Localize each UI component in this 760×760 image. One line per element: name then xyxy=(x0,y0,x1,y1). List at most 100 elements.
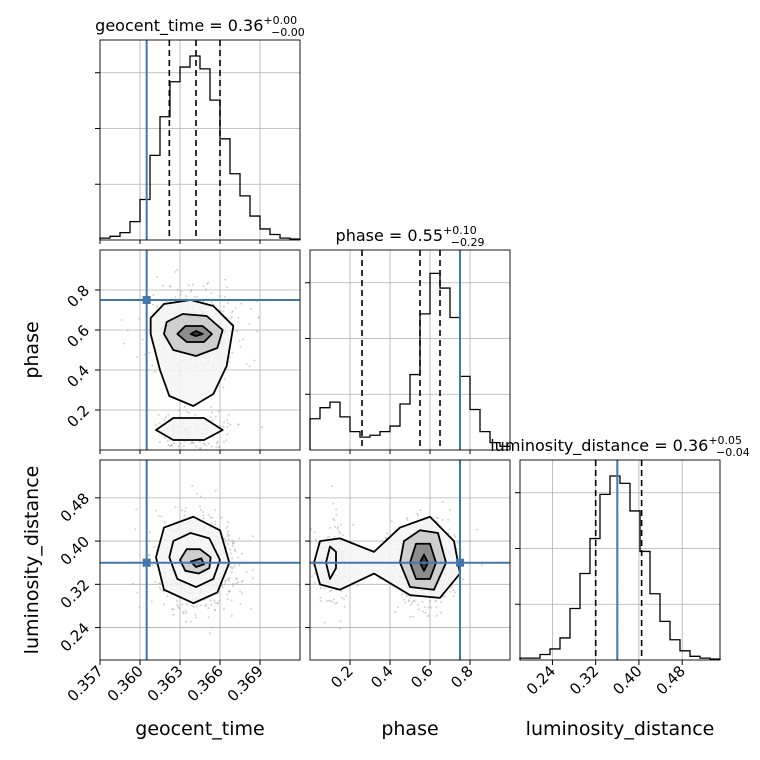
sample-point-luminosity_distance_vs_phase-699 xyxy=(397,606,400,609)
sample-point-luminosity_distance_vs_geocent_time-296 xyxy=(199,604,202,607)
sample-point-luminosity_distance_vs_geocent_time-164 xyxy=(153,545,156,548)
sample-point-phase_vs_geocent_time-334 xyxy=(173,442,176,445)
sample-point-luminosity_distance_vs_geocent_time-663 xyxy=(234,550,237,553)
sample-point-phase_vs_geocent_time-633 xyxy=(231,310,234,313)
xtick-label-phase-1: 0.4 xyxy=(367,662,397,692)
sample-point-luminosity_distance_vs_phase-574 xyxy=(404,601,407,604)
sample-point-luminosity_distance_vs_geocent_time-319 xyxy=(223,583,226,586)
xtick-label-phase-0: 0.2 xyxy=(327,662,357,692)
sample-point-luminosity_distance_vs_phase-121 xyxy=(421,600,424,603)
sample-point-phase_vs_geocent_time-181 xyxy=(236,329,239,332)
sample-point-luminosity_distance_vs_geocent_time-290 xyxy=(214,509,217,512)
sample-point-phase_vs_geocent_time-8 xyxy=(196,295,199,298)
panel-frame-luminosity_distance_vs_geocent_time xyxy=(99,459,301,661)
sample-point-luminosity_distance_vs_geocent_time-496 xyxy=(191,484,194,487)
sample-point-luminosity_distance_vs_phase-421 xyxy=(343,597,346,600)
sample-point-luminosity_distance_vs_geocent_time-649 xyxy=(216,602,219,605)
sample-point-luminosity_distance_vs_geocent_time-90 xyxy=(237,581,240,584)
density-group-luminosity_distance_vs_geocent_time xyxy=(131,484,255,635)
sample-point-luminosity_distance_vs_geocent_time-524 xyxy=(231,542,234,545)
sample-point-luminosity_distance_vs_geocent_time-244 xyxy=(174,506,177,509)
sample-point-phase_vs_geocent_time-261 xyxy=(155,424,158,427)
sample-point-phase_vs_geocent_time-453 xyxy=(191,441,194,444)
sample-point-luminosity_distance_vs_phase-669 xyxy=(416,514,419,517)
sample-point-phase_vs_geocent_time-646 xyxy=(210,292,213,295)
text-layer: geocent_time = 0.36+0.00 −0.00 phase = 0.5… xyxy=(21,14,750,740)
sample-point-luminosity_distance_vs_geocent_time-605 xyxy=(252,577,255,580)
sample-point-luminosity_distance_vs_geocent_time-357 xyxy=(234,564,237,567)
sample-point-luminosity_distance_vs_geocent_time-544 xyxy=(221,586,224,589)
panel-title-geocent_time: geocent_time = 0.36+0.00 −0.00 xyxy=(95,14,305,39)
sample-point-phase_vs_geocent_time-265 xyxy=(185,410,188,413)
sample-point-phase_vs_geocent_time-609 xyxy=(210,406,213,409)
sample-point-luminosity_distance_vs_phase-87 xyxy=(394,611,397,614)
sample-point-luminosity_distance_vs_phase-53 xyxy=(402,598,405,601)
sample-point-luminosity_distance_vs_phase-419 xyxy=(328,599,331,602)
sample-point-phase_vs_geocent_time-225 xyxy=(179,442,182,445)
sample-point-luminosity_distance_vs_phase-577 xyxy=(452,595,455,598)
panel-title-luminosity_distance: luminosity_distance = 0.36+0.05 −0.04 xyxy=(490,434,750,459)
sample-point-phase_vs_geocent_time-615 xyxy=(198,441,201,444)
sample-point-luminosity_distance_vs_phase-300 xyxy=(412,599,415,602)
sample-point-luminosity_distance_vs_geocent_time-137 xyxy=(148,554,151,557)
sample-point-phase_vs_geocent_time-272 xyxy=(156,305,159,308)
sample-point-luminosity_distance_vs_phase-206 xyxy=(325,599,328,602)
sample-point-luminosity_distance_vs_geocent_time-572 xyxy=(196,492,199,495)
sample-point-luminosity_distance_vs_geocent_time-602 xyxy=(181,603,184,606)
sample-point-luminosity_distance_vs_geocent_time-72 xyxy=(224,579,227,582)
sample-point-luminosity_distance_vs_phase-6 xyxy=(436,520,439,523)
sample-point-phase_vs_geocent_time-561 xyxy=(226,286,229,289)
xtick-label-geocent_time-4: 0.369 xyxy=(224,662,267,705)
sample-point-luminosity_distance_vs_phase-588 xyxy=(417,608,420,611)
sample-point-luminosity_distance_vs_geocent_time-388 xyxy=(240,592,243,595)
sample-point-phase_vs_geocent_time-25 xyxy=(185,295,188,298)
sample-point-luminosity_distance_vs_geocent_time-650 xyxy=(210,603,213,606)
sample-point-luminosity_distance_vs_geocent_time-11 xyxy=(237,556,240,559)
sample-point-luminosity_distance_vs_geocent_time-476 xyxy=(199,495,202,498)
sample-point-luminosity_distance_vs_phase-631 xyxy=(426,615,429,618)
sample-point-luminosity_distance_vs_phase-405 xyxy=(406,517,409,520)
sample-point-luminosity_distance_vs_phase-258 xyxy=(406,519,409,522)
histogram-luminosity_distance xyxy=(519,475,721,660)
sample-point-phase_vs_geocent_time-31 xyxy=(190,290,193,293)
panel-frame-phase xyxy=(309,249,511,451)
sample-point-phase_vs_geocent_time-579 xyxy=(226,422,229,425)
sample-point-luminosity_distance_vs_geocent_time-238 xyxy=(213,608,216,611)
sample-point-luminosity_distance_vs_phase-60 xyxy=(427,606,430,609)
sample-point-phase_vs_geocent_time-562 xyxy=(195,445,198,448)
sample-point-phase_vs_geocent_time-0 xyxy=(207,281,210,284)
sample-point-phase_vs_geocent_time-99 xyxy=(166,440,169,443)
sample-point-phase_vs_geocent_time-184 xyxy=(201,300,204,303)
sample-point-phase_vs_geocent_time-64 xyxy=(231,351,234,354)
sample-point-luminosity_distance_vs_phase-508 xyxy=(452,589,455,592)
sample-point-luminosity_distance_vs_phase-589 xyxy=(412,615,415,618)
sample-point-luminosity_distance_vs_phase-311 xyxy=(453,534,456,537)
sample-point-phase_vs_geocent_time-481 xyxy=(176,268,179,271)
sample-point-luminosity_distance_vs_geocent_time-472 xyxy=(214,609,217,612)
sample-point-luminosity_distance_vs_geocent_time-599 xyxy=(233,548,236,551)
sample-point-luminosity_distance_vs_phase-667 xyxy=(424,611,427,614)
sample-point-luminosity_distance_vs_phase-620 xyxy=(437,516,440,519)
sample-point-luminosity_distance_vs_geocent_time-548 xyxy=(226,521,229,524)
sample-point-luminosity_distance_vs_geocent_time-189 xyxy=(214,489,217,492)
sample-point-phase_vs_geocent_time-546 xyxy=(260,426,263,429)
sample-point-luminosity_distance_vs_geocent_time-448 xyxy=(159,588,162,591)
sample-point-luminosity_distance_vs_geocent_time-366 xyxy=(230,599,233,602)
sample-point-luminosity_distance_vs_geocent_time-365 xyxy=(227,543,230,546)
y-axis-label-luminosity_distance: luminosity_distance xyxy=(21,466,43,655)
sample-point-luminosity_distance_vs_geocent_time-344 xyxy=(230,571,233,574)
sample-point-luminosity_distance_vs_geocent_time-504 xyxy=(231,544,234,547)
sample-point-luminosity_distance_vs_phase-682 xyxy=(323,587,326,590)
sample-point-luminosity_distance_vs_phase-492 xyxy=(434,600,437,603)
ytick-label-phase-0: 0.2 xyxy=(63,402,93,432)
panel-title-phase: phase = 0.55+0.10 −0.29 xyxy=(336,224,485,249)
sample-point-luminosity_distance_vs_geocent_time-643 xyxy=(235,577,238,580)
x-axis-label-geocent_time: geocent_time xyxy=(135,718,264,740)
sample-point-luminosity_distance_vs_geocent_time-64 xyxy=(231,557,234,560)
sample-point-phase_vs_geocent_time-309 xyxy=(229,317,232,320)
sample-point-luminosity_distance_vs_geocent_time-351 xyxy=(185,603,188,606)
sample-point-luminosity_distance_vs_phase-696 xyxy=(319,586,322,589)
sample-point-luminosity_distance_vs_geocent_time-451 xyxy=(166,595,169,598)
xtick-label-geocent_time-2: 0.363 xyxy=(144,662,187,705)
sample-point-luminosity_distance_vs_phase-532 xyxy=(449,590,452,593)
